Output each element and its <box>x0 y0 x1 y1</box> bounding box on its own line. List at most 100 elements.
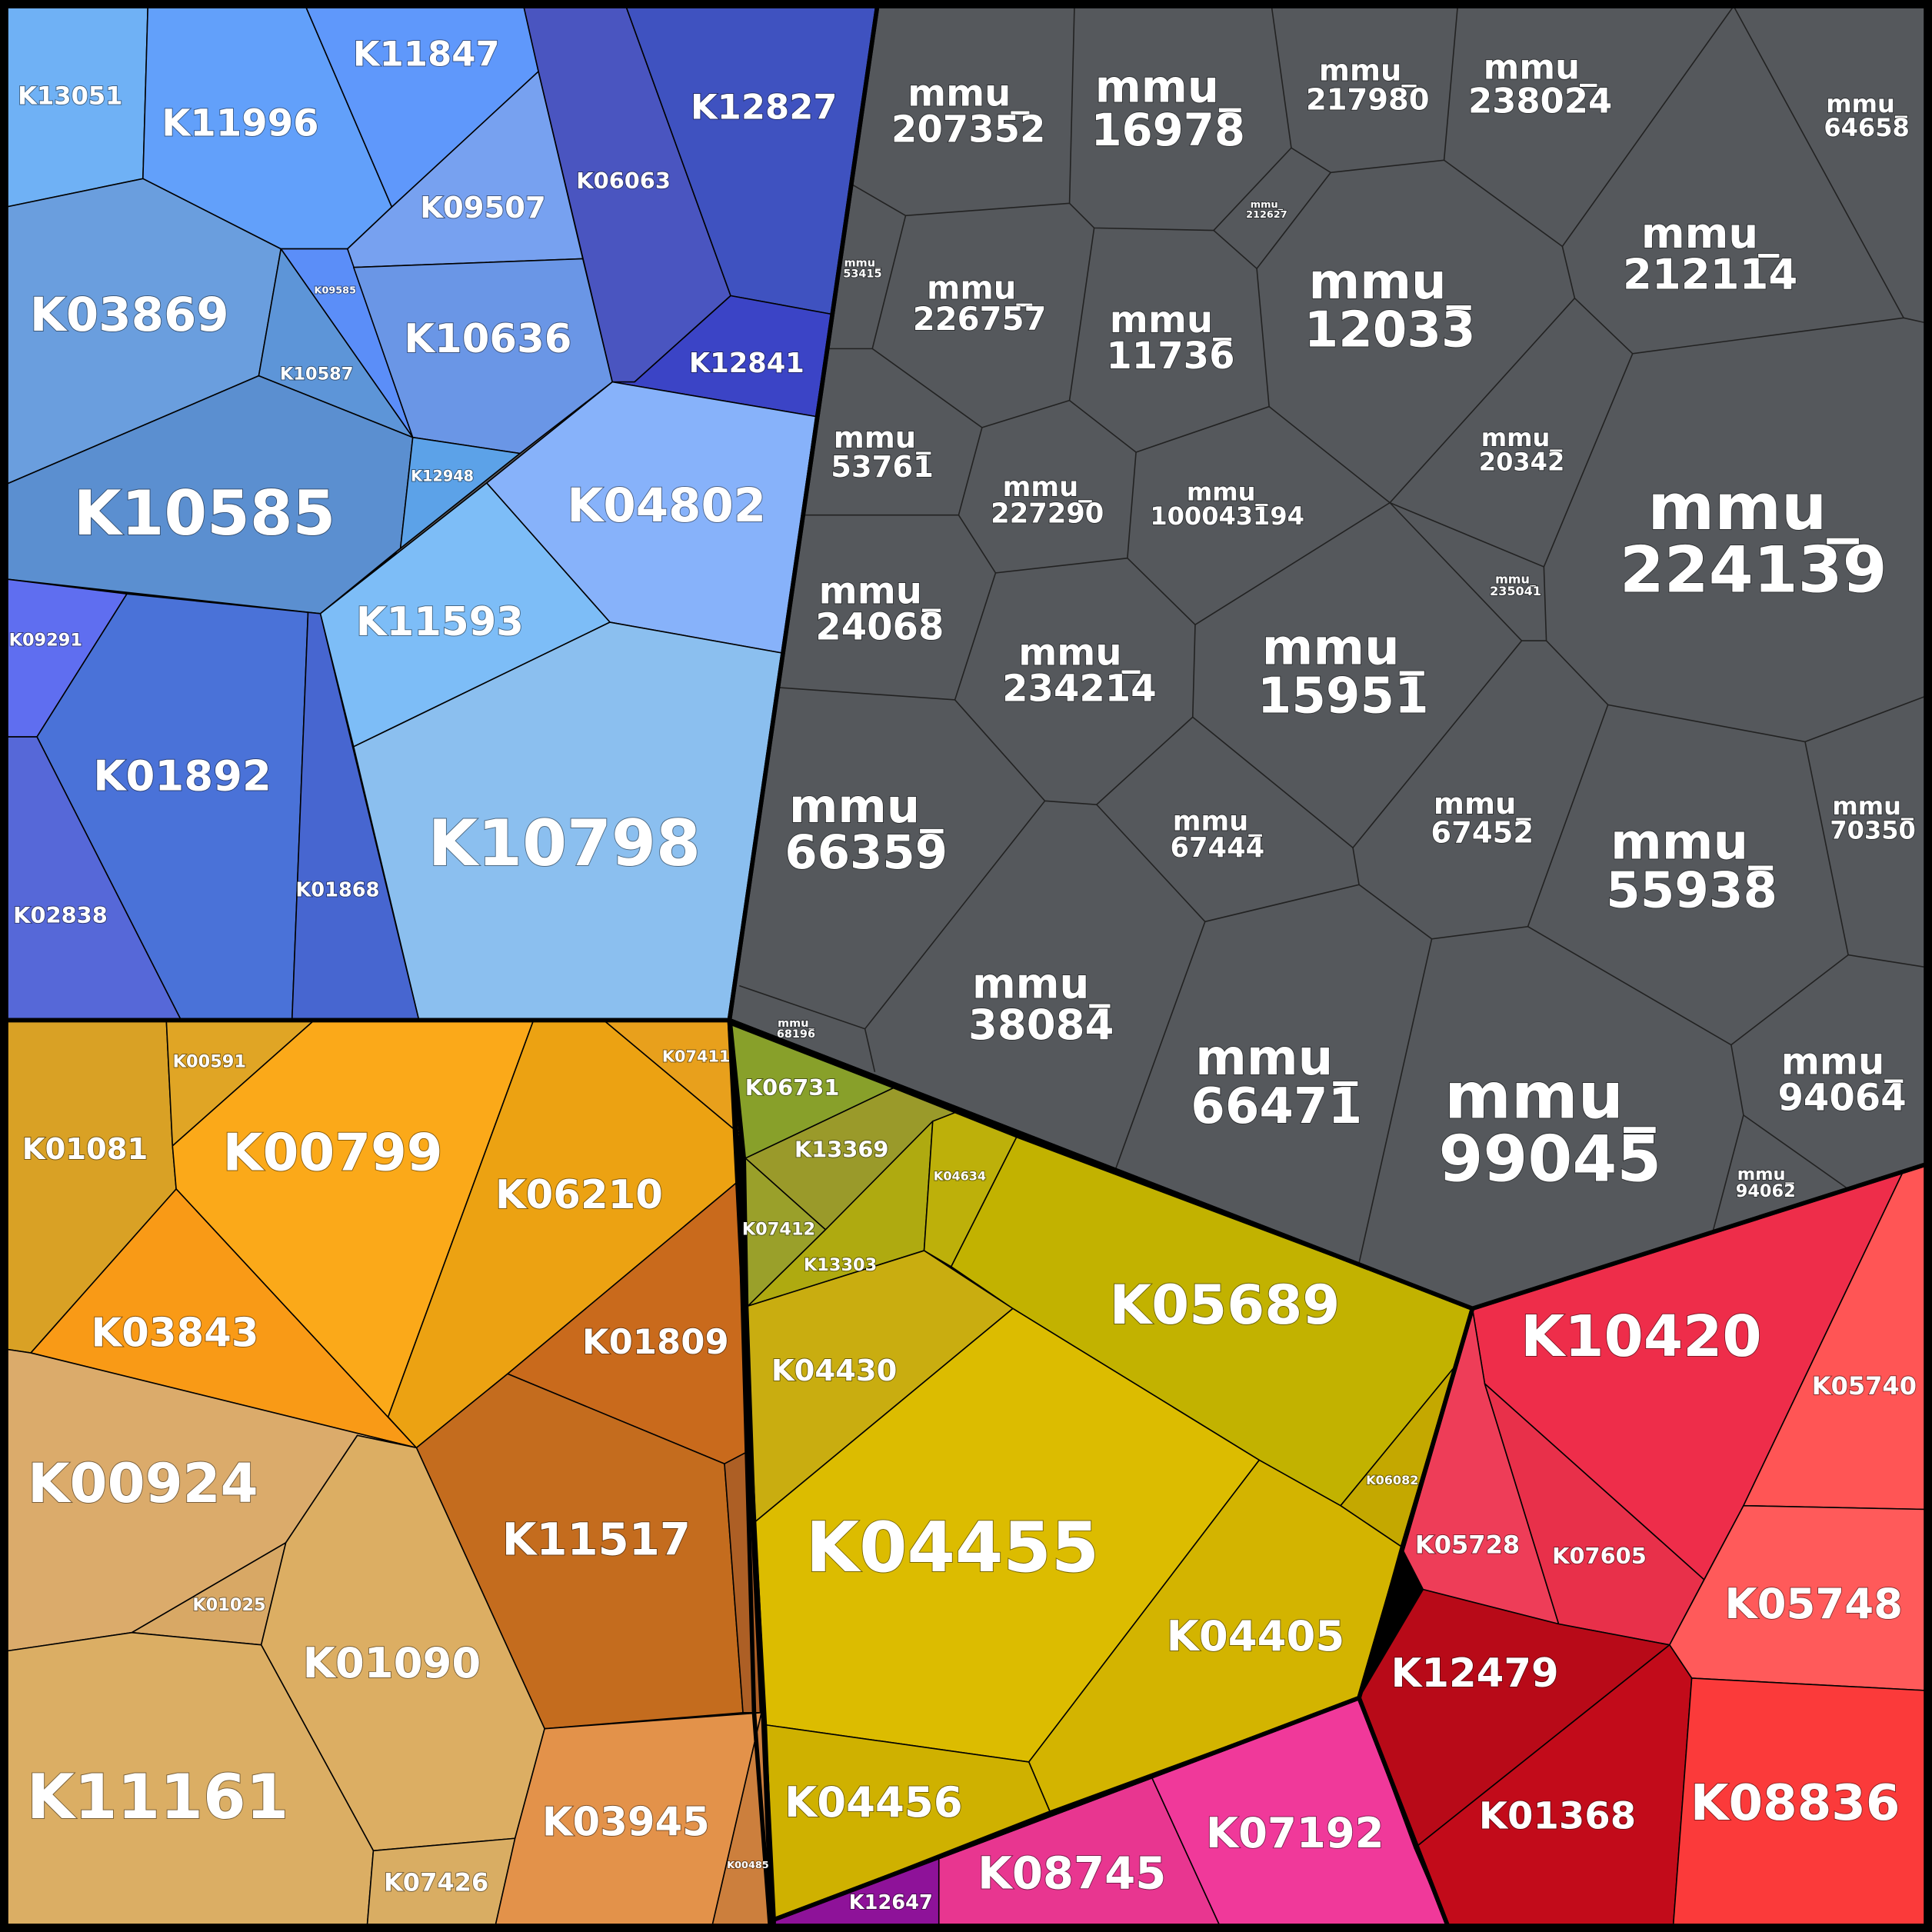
cell-label: mmu_ 66471 <box>1191 1030 1362 1135</box>
cell-label: K07412 <box>742 1219 815 1239</box>
cell-label: K01368 <box>1479 1795 1636 1838</box>
cell-label: mmu_ 12033 <box>1304 253 1476 358</box>
cell-label: K04405 <box>1167 1611 1345 1661</box>
cell-label: mmu_ 15951 <box>1257 619 1429 724</box>
cell-label: mmu_ 94062 <box>1736 1164 1796 1201</box>
cell-label: K11847 <box>353 34 500 75</box>
cell-label: K10587 <box>280 365 353 385</box>
cell <box>415 1373 744 1730</box>
cell-label: K07426 <box>384 1868 488 1897</box>
cell-label: K10636 <box>404 316 571 362</box>
cell-label: K13303 <box>804 1255 877 1275</box>
cell-label: K04455 <box>806 1508 1100 1588</box>
cell-label: mmu_ 38084 <box>968 959 1114 1049</box>
cell-label: mmu_ 238024 <box>1468 47 1612 122</box>
cell-label: K04802 <box>567 478 766 533</box>
cell-border <box>1096 804 1360 923</box>
cell-label: K07411 <box>662 1048 731 1066</box>
cell-border <box>864 1028 876 1072</box>
cell-label: K13369 <box>794 1136 889 1162</box>
cell-label: mmu_ 234214 <box>1002 631 1157 711</box>
cell-label: mmu_ 235041 <box>1490 571 1541 598</box>
cell-label: mmu_ 24068 <box>815 570 944 649</box>
cell-label: K07605 <box>1552 1543 1647 1569</box>
cell-label: K11996 <box>162 102 318 145</box>
cell-label: K01868 <box>295 878 379 901</box>
cell-label: mmu_ 227290 <box>991 471 1104 530</box>
cell-label: K05748 <box>1724 1579 1903 1628</box>
cell-label: K02838 <box>13 902 108 928</box>
cell-border <box>1545 640 1927 743</box>
cell-label: K04430 <box>771 1354 898 1388</box>
cell-label: mmu_ 66359 <box>784 779 948 880</box>
cell-label: mmu_ 217980 <box>1306 53 1429 117</box>
cell-label: mmu_ 212114 <box>1623 208 1797 298</box>
cell-label: K09585 <box>315 285 357 297</box>
cell-label: mmu_ 53415 <box>843 257 881 280</box>
cell-label: mmu_ 67444 <box>1171 805 1265 864</box>
cell-label: K03945 <box>542 1800 710 1846</box>
cell-label: mmu_ 212627 <box>1246 199 1287 221</box>
cell-label: K05689 <box>1110 1274 1341 1337</box>
cell-label: K05728 <box>1415 1531 1520 1560</box>
cell-border <box>794 427 983 516</box>
cell-border <box>954 699 1194 805</box>
cell-label: K09507 <box>420 191 546 225</box>
cell-label: K05740 <box>1812 1371 1917 1401</box>
cell-label: K01809 <box>582 1321 729 1362</box>
cell-label: K04634 <box>934 1168 986 1183</box>
cell-label: mmu_ 53761 <box>831 421 934 485</box>
cell-label: K12948 <box>411 467 474 485</box>
cell-border <box>1733 5 1904 318</box>
cell-border <box>1743 1114 1849 1190</box>
cell-label: mmu_ 226757 <box>913 268 1047 338</box>
cell-border <box>1389 502 1547 641</box>
cell-label: K10420 <box>1521 1304 1761 1370</box>
cell-label: K11517 <box>502 1513 691 1565</box>
cell-label: K12647 <box>849 1891 933 1914</box>
cell-label: K01081 <box>22 1132 148 1167</box>
cell-label: K06063 <box>576 168 671 194</box>
cell-label: K01025 <box>192 1595 265 1615</box>
cell-label: mmu_ 99045 <box>1438 1059 1661 1197</box>
cell-label: K11161 <box>27 1761 289 1833</box>
cell-label: K00591 <box>173 1051 246 1071</box>
cell-label: K03869 <box>30 288 229 342</box>
cell-label: K06210 <box>495 1172 663 1218</box>
cell-label: mmu_ 20342 <box>1479 423 1564 476</box>
cell-label: K00485 <box>727 1860 769 1871</box>
cell-border <box>1358 938 1433 1264</box>
cell-label: K07192 <box>1206 1808 1384 1857</box>
cell-label: mmu_ 11736 <box>1106 298 1234 378</box>
cell-border <box>1068 5 1075 204</box>
cell-label: K06731 <box>745 1074 840 1101</box>
cell-label: mmu_ 68196 <box>777 1018 815 1041</box>
cell-label: K03843 <box>91 1311 258 1357</box>
cell-label: K08745 <box>978 1847 1166 1900</box>
cell-label: K00924 <box>28 1452 258 1515</box>
cell <box>399 436 521 549</box>
cell-border <box>1213 147 1292 232</box>
cell-label: K12479 <box>1391 1651 1559 1697</box>
cell-label: K04456 <box>784 1777 963 1827</box>
cell-border <box>871 228 1095 428</box>
cell-label: mmu_ 67452 <box>1431 786 1534 850</box>
cell-label: mmu_ 16978 <box>1091 60 1245 156</box>
cell-label: mmu_ 207352 <box>891 72 1046 151</box>
cell-label: K13051 <box>18 82 122 111</box>
cell-label: mmu_ 100043194 <box>1150 477 1304 530</box>
cell-label: mmu_ 224139 <box>1620 470 1887 608</box>
cell-border <box>958 451 1137 574</box>
cell-border <box>1358 705 1609 940</box>
cell-label: mmu_ 64658 <box>1824 89 1909 142</box>
cell-border <box>1069 268 1270 453</box>
cell <box>352 258 614 455</box>
cell-label: K01892 <box>93 751 271 801</box>
cell-border <box>1114 921 1206 1171</box>
cell-label: mmu_ 94064 <box>1777 1041 1906 1120</box>
cell-label: K08836 <box>1690 1775 1900 1832</box>
cell-label: K10798 <box>428 806 701 881</box>
